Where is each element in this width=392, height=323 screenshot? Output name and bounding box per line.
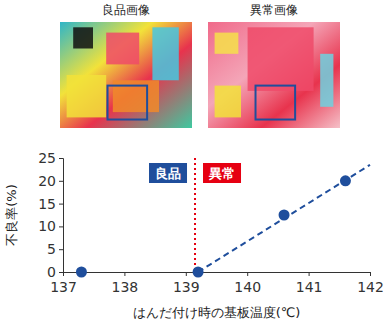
chart-svg: 良品画像 異常画像 137 138 139 140 141 142 0 5 10 15 20 25 良品 異常… (0, 0, 392, 323)
y-tick-mark (59, 181, 63, 182)
y-tick-label: 25 (38, 150, 56, 166)
thermal-image (60, 22, 192, 128)
thermal-region (248, 27, 314, 91)
annotation: 異常 (203, 163, 241, 183)
data-point (76, 267, 87, 278)
x-tick-label: 138 (112, 279, 139, 295)
x-axis-title: はんだ付け時の基板温度(℃) (133, 305, 301, 320)
y-tick: 20 (38, 173, 63, 189)
x-tick-label: 142 (357, 279, 384, 295)
thermal-image (208, 22, 340, 128)
y-tick-label: 5 (47, 241, 56, 257)
y-tick-label: 15 (38, 196, 56, 212)
x-tick-label: 137 (50, 279, 77, 295)
x-tick: 140 (234, 272, 261, 295)
y-tick-label: 10 (38, 218, 56, 234)
y-tick: 25 (38, 150, 63, 166)
y-tick: 0 (47, 264, 63, 280)
thermal-panel: 異常画像 (208, 3, 340, 128)
x-tick-mark (124, 272, 125, 276)
x-tick: 142 (357, 272, 384, 295)
annotation-text: 異常 (208, 166, 235, 181)
y-tick-mark (59, 249, 63, 250)
y-axis-line (59, 159, 64, 273)
plot: 137 138 139 140 141 142 0 5 10 15 20 25 良品 異常 (38, 150, 384, 295)
x-tick: 141 (296, 272, 323, 295)
thermal-region (215, 86, 241, 118)
panel-title: 異常画像 (250, 3, 298, 17)
thermal-region (67, 75, 107, 117)
thermal-region (73, 27, 93, 48)
annotation-box (149, 163, 187, 183)
chart-root: 良品画像 異常画像 137 138 139 140 141 142 0 5 10 15 20 25 良品 異常… (0, 0, 392, 323)
x-axis: 137 138 139 140 141 142 (50, 272, 384, 295)
x-tick-mark (186, 272, 187, 276)
y-tick-label: 20 (38, 173, 56, 189)
x-tick: 138 (112, 272, 139, 295)
annotation: 良品 (149, 163, 187, 183)
x-tick-mark (370, 272, 371, 276)
inspection-box (108, 86, 148, 120)
y-axis-title: 不良率(%) (4, 184, 19, 246)
thermal-region (215, 33, 239, 54)
x-tick-label: 141 (296, 279, 323, 295)
thermal-region (320, 54, 333, 107)
thermal-panel: 良品画像 (60, 3, 192, 128)
y-axis: 0 5 10 15 20 25 (38, 150, 63, 280)
y-tick-label: 0 (47, 264, 56, 280)
x-tick-label: 140 (234, 279, 261, 295)
y-tick-mark (59, 272, 63, 273)
thermal-region (152, 27, 178, 80)
y-tick: 5 (47, 241, 63, 257)
y-tick: 10 (38, 218, 63, 234)
annotation-text: 良品 (155, 166, 181, 181)
y-tick: 15 (38, 196, 63, 212)
y-tick-mark (59, 204, 63, 205)
panel-title: 良品画像 (102, 3, 150, 17)
x-tick-mark (309, 272, 310, 276)
thermal-region (106, 33, 139, 65)
y-tick-mark (59, 226, 63, 227)
x-axis-line (64, 273, 371, 277)
y-tick-mark (59, 158, 63, 159)
threshold-line (194, 158, 196, 272)
x-tick-label: 139 (173, 279, 200, 295)
data-marks (76, 158, 370, 278)
annotation-box (203, 163, 241, 183)
inspection-box (256, 86, 296, 120)
x-tick-mark (247, 272, 248, 276)
